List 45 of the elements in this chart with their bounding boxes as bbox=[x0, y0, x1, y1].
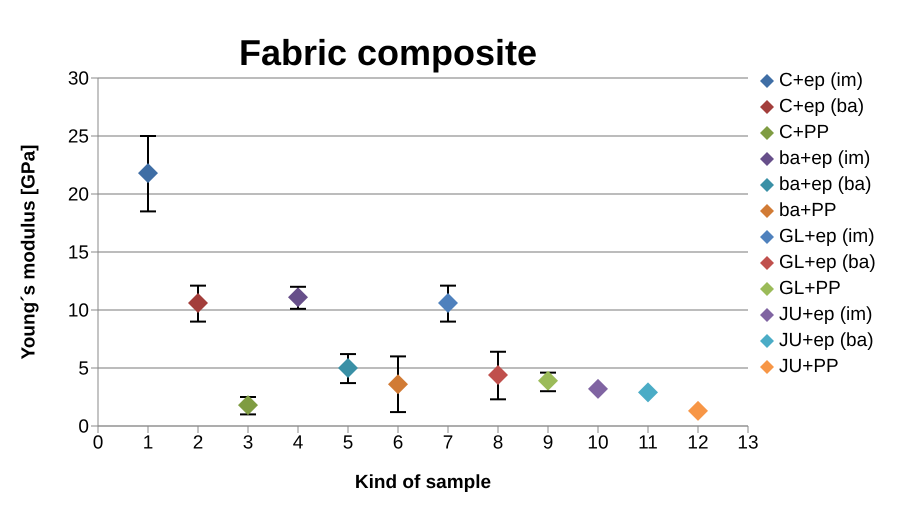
y-tick-label: 30 bbox=[68, 68, 89, 90]
point bbox=[638, 382, 658, 402]
point bbox=[438, 293, 458, 314]
x-tick-label: 9 bbox=[542, 432, 554, 454]
point bbox=[688, 400, 708, 421]
legend-label: ba+ep (ba) bbox=[779, 173, 872, 197]
x-tick-label: 12 bbox=[687, 432, 709, 454]
x-tick-label: 5 bbox=[342, 432, 354, 454]
point bbox=[588, 378, 608, 399]
legend-label: GL+ep (ba) bbox=[779, 251, 876, 275]
legend-label: C+ep (ba) bbox=[779, 95, 864, 119]
x-tick-label: 11 bbox=[638, 432, 658, 454]
x-tick-label: 2 bbox=[192, 432, 204, 454]
y-tick-label: 25 bbox=[68, 126, 89, 148]
legend-label: GL+PP bbox=[779, 277, 841, 301]
x-tick-label: 10 bbox=[587, 432, 609, 454]
x-tick-label: 3 bbox=[242, 432, 254, 454]
point bbox=[188, 293, 208, 314]
x-tick-label: 0 bbox=[92, 432, 104, 454]
x-tick-label: 1 bbox=[142, 432, 154, 454]
point bbox=[388, 374, 408, 394]
legend-label: C+ep (im) bbox=[779, 69, 863, 93]
y-tick-label: 0 bbox=[78, 416, 89, 438]
x-tick-label: 6 bbox=[392, 432, 404, 454]
y-tick-label: 15 bbox=[68, 242, 89, 264]
x-tick-label: 4 bbox=[292, 432, 304, 454]
y-axis-title: Young´s modulus [GPa] bbox=[18, 144, 40, 360]
x-tick-label: 7 bbox=[442, 432, 454, 454]
y-tick-label: 10 bbox=[68, 300, 89, 322]
y-tick-label: 20 bbox=[68, 184, 89, 206]
legend-label: C+PP bbox=[779, 121, 830, 145]
legend-label: JU+ep (ba) bbox=[779, 329, 874, 353]
legend-label: JU+ep (im) bbox=[779, 303, 872, 327]
point bbox=[338, 358, 358, 378]
chart-title: Fabric composite bbox=[238, 32, 538, 73]
y-tick-label: 5 bbox=[78, 358, 89, 380]
legend-label: JU+PP bbox=[779, 355, 839, 379]
legend-label: ba+ep (im) bbox=[779, 147, 870, 171]
point bbox=[488, 364, 508, 385]
legend-label: ba+PP bbox=[779, 199, 837, 223]
x-tick-label: 13 bbox=[737, 432, 759, 454]
x-axis-title: Kind of sample bbox=[354, 472, 492, 493]
legend-label: GL+ep (im) bbox=[779, 225, 875, 249]
x-tick-label: 8 bbox=[492, 432, 504, 454]
point bbox=[138, 163, 158, 184]
